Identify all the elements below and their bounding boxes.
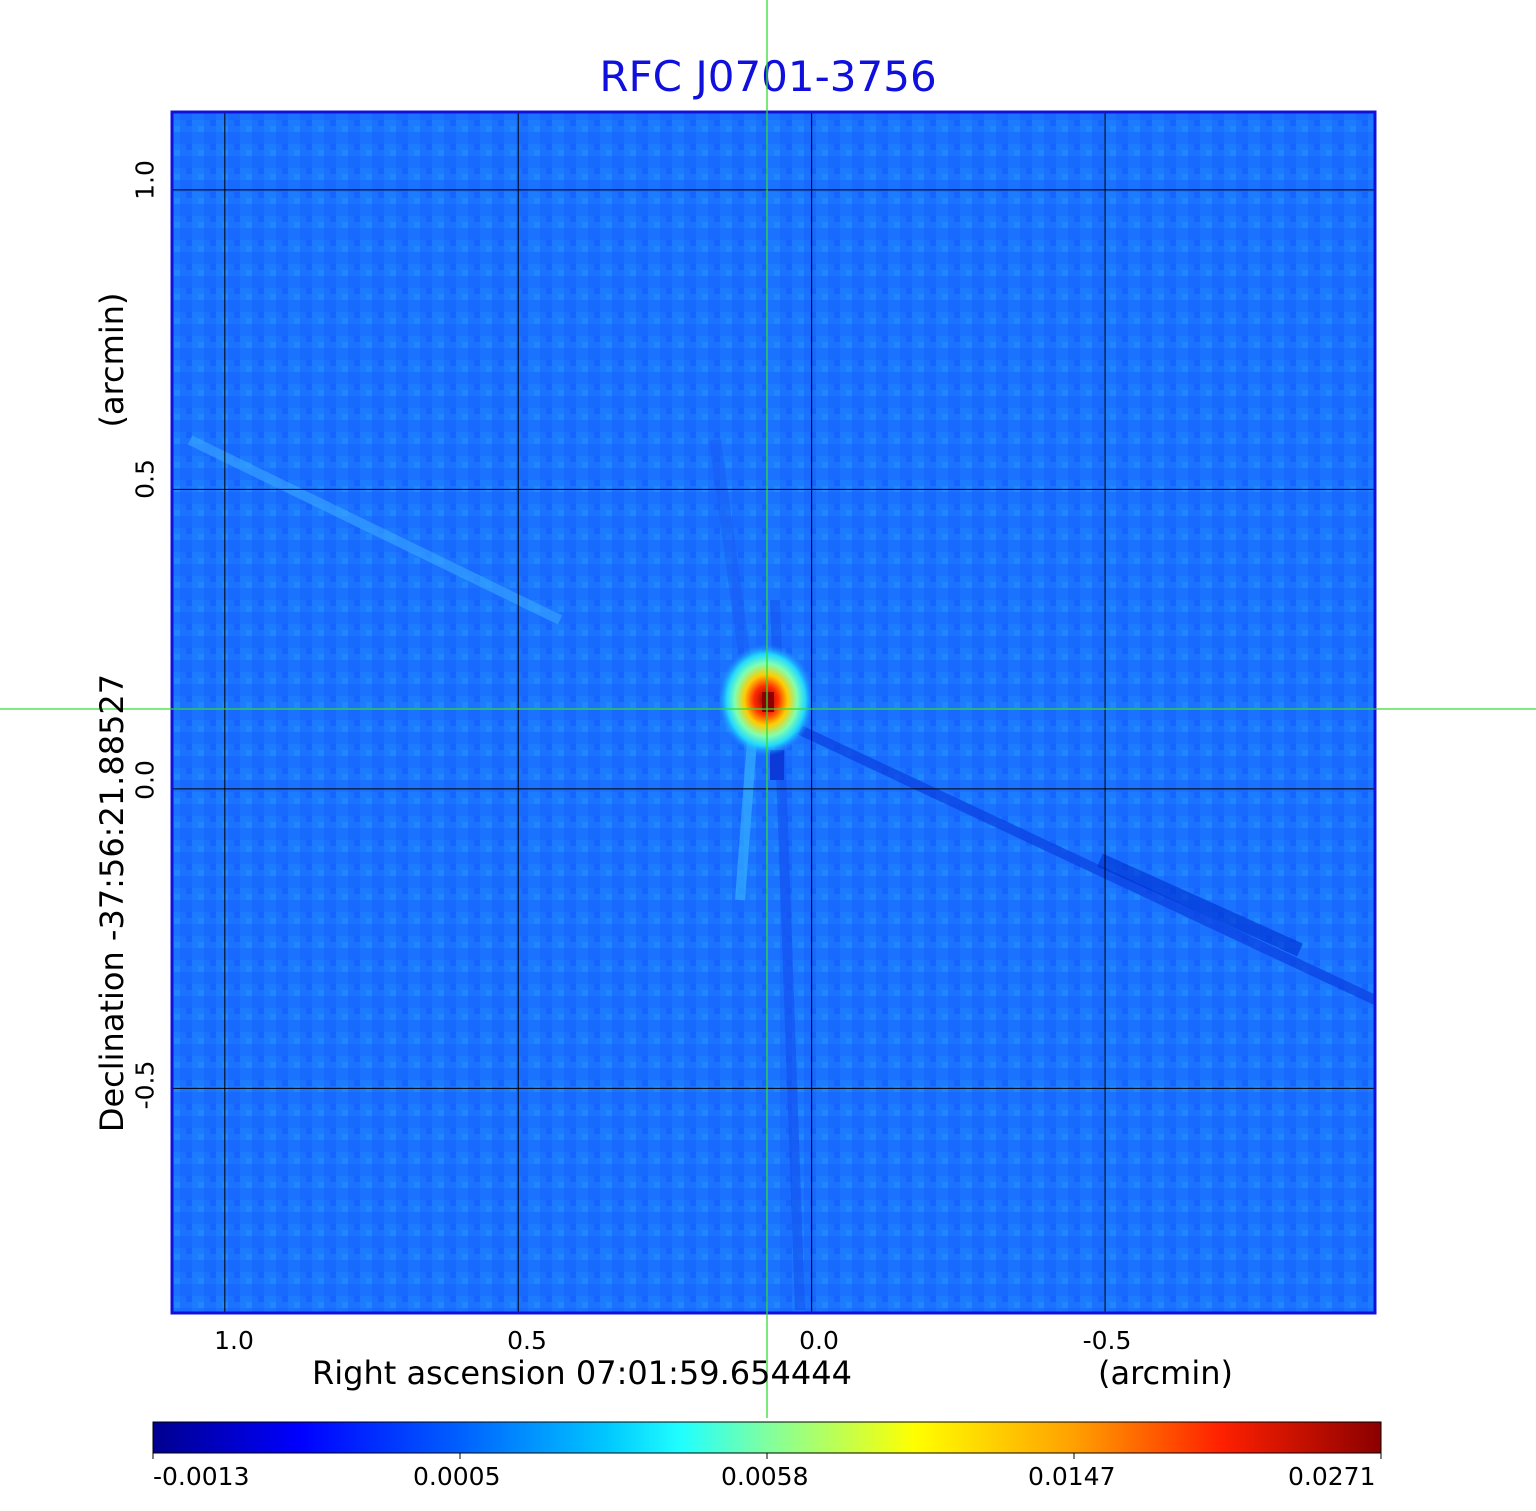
y-tick-label: 0.5 xyxy=(130,459,160,499)
peak-pixel xyxy=(762,692,774,712)
colorbar-tick-label: 0.0147 xyxy=(1028,1462,1116,1491)
x-tick-label: -0.5 xyxy=(1082,1326,1132,1355)
colorbar-tick-label: 0.0058 xyxy=(721,1462,809,1491)
colorbar-tick-label: 0.0005 xyxy=(413,1462,501,1491)
x-tick-label: 0.5 xyxy=(507,1326,547,1355)
y-tick-label: 1.0 xyxy=(130,160,160,200)
x-tick-label: 0.0 xyxy=(799,1326,839,1355)
x-axis-unit: (arcmin) xyxy=(1098,1354,1233,1392)
coordinate-grid xyxy=(172,112,1375,1313)
y-axis-label: Declination -37:56:21.88527 xyxy=(93,673,131,1133)
colorbar-tick-label: 0.0271 xyxy=(1288,1462,1376,1491)
y-tick-label: 0.0 xyxy=(130,760,160,800)
plot-frame xyxy=(170,110,1377,1315)
image-features xyxy=(187,435,1375,1311)
x-axis-label: Right ascension 07:01:59.654444 xyxy=(312,1354,852,1392)
colorbar-ticks xyxy=(152,1453,1382,1459)
chart-title: RFC J0701-3756 xyxy=(599,52,937,101)
colorbar-tick-label: -0.0013 xyxy=(153,1462,250,1491)
colorbar xyxy=(152,1421,1382,1454)
y-tick-label: -0.5 xyxy=(130,1060,160,1110)
x-tick-label: 1.0 xyxy=(214,1326,254,1355)
y-axis-unit: (arcmin) xyxy=(93,292,131,428)
